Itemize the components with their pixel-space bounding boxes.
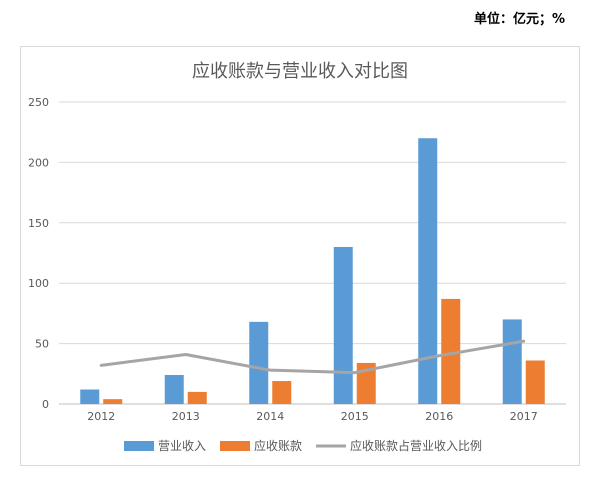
x-tick-label: 2015 [341,410,369,423]
legend-label: 营业收入 [158,439,206,453]
line-series [99,339,526,375]
legend-swatch [124,441,154,451]
x-tick-labels: 2012 2013 2014 2015 2016 2017 [87,410,538,423]
x-tick-label: 2012 [87,410,115,423]
legend-swatch [220,441,250,451]
line-应收账款占营业收入比例 [99,339,526,375]
bar-营业收入-2017 [502,319,522,404]
bar-应收账款-2014 [272,381,292,404]
bar-series [80,138,545,404]
legend-item: 应收账款占营业收入比例 [316,438,482,453]
unit-note: 单位：亿元；% [473,12,565,27]
chart-title: 应收账款与营业收入对比图 [192,61,408,82]
bar-营业收入-2014 [249,321,269,404]
y-tick-label: 50 [35,338,49,351]
bar-营业收入-2012 [80,389,100,404]
x-tick-label: 2016 [425,410,453,423]
bar-应收账款-2017 [525,360,545,404]
bar-应收账款-2015 [356,362,376,404]
y-tick-label: 0 [42,398,49,411]
legend-item: 营业收入 [124,439,206,453]
x-tick-label: 2014 [256,410,284,423]
x-tick-label: 2013 [172,410,200,423]
x-tick-label: 2017 [510,410,538,423]
y-tick-label: 200 [28,156,49,169]
legend: 营业收入 应收账款 应收账款占营业收入比例 [124,438,482,453]
chart-frame: 应收账款与营业收入对比图 0 50 100 150 200 250 2012 2013 201… [20,46,580,466]
y-tick-label: 150 [28,217,49,230]
bar-应收账款-2016 [441,298,461,404]
grid-lines [59,101,566,405]
bar-应收账款-2013 [187,391,207,404]
y-tick-labels: 0 50 100 150 200 250 [28,96,49,411]
bar-应收账款-2012 [103,399,123,404]
bar-营业收入-2015 [333,246,353,404]
y-tick-label: 100 [28,277,49,290]
bar-营业收入-2013 [164,375,184,404]
legend-label: 应收账款 [254,438,302,453]
legend-item: 应收账款 [220,438,302,453]
bar-营业收入-2016 [418,138,438,404]
y-tick-label: 250 [28,96,49,109]
legend-label: 应收账款占营业收入比例 [350,438,482,453]
